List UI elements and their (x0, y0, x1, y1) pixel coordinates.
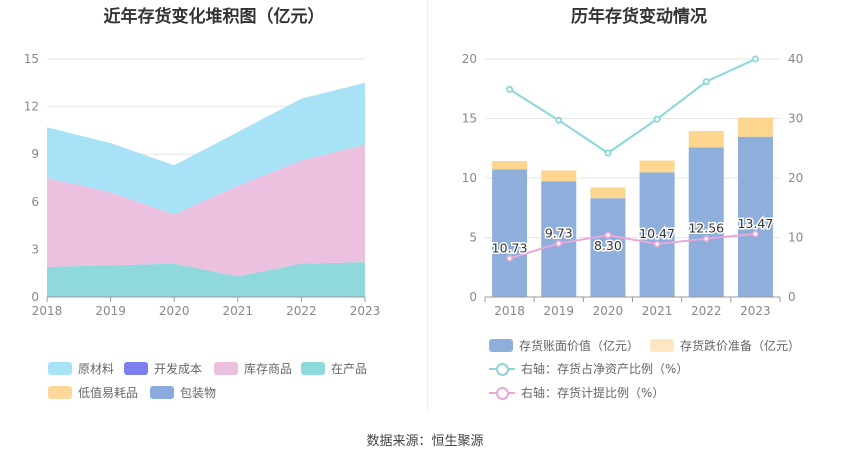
left-y-tick-label: 0 (31, 290, 39, 304)
left-x-tick-label: 2021 (223, 304, 254, 318)
legend-label: 低值易耗品 (78, 386, 139, 400)
right-x-tick-label: 2019 (543, 304, 574, 318)
bar-book-value (492, 169, 528, 297)
legend-item-库存商品[interactable]: 库存商品 (214, 360, 292, 377)
bar-value-label: 10.73 (492, 240, 528, 255)
right-x-tick-label: 2020 (593, 304, 624, 318)
legend-item-在产品[interactable]: 在产品 (301, 360, 367, 377)
bar-value-label: 12.56 (688, 221, 724, 236)
bar-impairment (541, 170, 577, 182)
legend-swatch (650, 339, 674, 352)
line-point (653, 240, 661, 248)
legend-line-swatch (489, 386, 515, 400)
legend-swatch (48, 386, 72, 399)
line-point (653, 115, 661, 123)
bar-impairment (590, 187, 626, 199)
line-point (751, 55, 759, 63)
bar-impairment (688, 130, 724, 148)
legend-label: 存货账面价值（亿元） (519, 339, 640, 353)
area-库存商品 (47, 144, 365, 277)
line-point (506, 254, 514, 262)
legend-label: 库存商品 (244, 362, 293, 376)
bar-book-value (688, 147, 724, 297)
data-source: 数据来源：恒生聚源 (366, 434, 484, 449)
legend-label: 在产品 (331, 362, 368, 376)
legend-swatch (489, 339, 513, 352)
bar-impairment (639, 160, 675, 173)
bar-value-label: 9.73 (545, 225, 573, 240)
legend-item-provision-ratio[interactable]: 右轴：存货计提比例（%） (489, 384, 664, 401)
left-y-tick-label: 12 (24, 100, 39, 114)
left-x-tick-label: 2018 (32, 304, 63, 318)
line-provision-ratio (509, 232, 756, 260)
legend-swatch (124, 362, 148, 375)
bar-value-label: 10.47 (639, 226, 675, 241)
line-point (702, 235, 710, 243)
right-y2-tick-label: 10 (788, 231, 803, 245)
right-x-tick-label: 2022 (691, 304, 722, 318)
right-y-tick-label: 10 (462, 171, 477, 185)
legend-item-book-value[interactable]: 存货账面价值（亿元） (489, 337, 639, 354)
line-point (555, 239, 563, 247)
left-y-tick-label: 9 (31, 147, 39, 161)
legend-item-ratio-net-assets[interactable]: 右轴：存货占净资产比例（%） (489, 360, 688, 377)
left-x-tick-label: 2020 (159, 304, 190, 318)
left-x-tick-label: 2022 (286, 304, 317, 318)
left-x-tick-label: 2019 (95, 304, 126, 318)
legend-item-开发成本[interactable]: 开发成本 (124, 360, 202, 377)
legend-item-impairment[interactable]: 存货跌价准备（亿元） (650, 337, 800, 354)
bar-book-value (639, 172, 675, 297)
legend-label: 包装物 (180, 386, 217, 400)
legend-item-原材料[interactable]: 原材料 (48, 360, 114, 377)
legend-swatch (214, 362, 238, 375)
right-y2-tick-label: 30 (788, 112, 803, 126)
left-x-tick-label: 2023 (350, 304, 381, 318)
line-point (604, 149, 612, 157)
legend-label: 右轴：存货计提比例（%） (521, 386, 665, 400)
area-原材料 (47, 82, 365, 215)
right-y-tick-label: 0 (469, 290, 477, 304)
legend-swatch (301, 362, 325, 375)
legend-label: 开发成本 (154, 362, 203, 376)
right-chart-title: 历年存货变动情况 (571, 7, 707, 27)
bar-book-value (737, 136, 773, 297)
right-y2-tick-label: 40 (788, 52, 803, 66)
legend-item-低值易耗品[interactable]: 低值易耗品 (48, 384, 138, 401)
legend-label: 右轴：存货占净资产比例（%） (521, 362, 689, 376)
left-chart-title: 近年存货变化堆积图（亿元） (103, 7, 325, 27)
divider (427, 0, 428, 410)
line-point (751, 230, 759, 238)
bar-value-label: 8.30 (594, 238, 622, 253)
area-在产品 (47, 262, 365, 297)
line-point (506, 85, 514, 93)
left-y-tick-label: 3 (31, 242, 39, 256)
legend-swatch (48, 362, 72, 375)
legend-label: 存货跌价准备（亿元） (680, 339, 801, 353)
line-point (604, 231, 612, 239)
bar-book-value (590, 198, 626, 297)
legend-swatch (150, 386, 174, 399)
right-y-tick-label: 20 (462, 52, 477, 66)
right-x-tick-label: 2023 (740, 304, 771, 318)
line-ratio-net-assets (509, 58, 756, 155)
line-point (555, 116, 563, 124)
bar-impairment (492, 160, 528, 170)
right-x-tick-label: 2021 (642, 304, 673, 318)
bar-value-label: 13.47 (738, 216, 774, 231)
right-y-tick-label: 5 (469, 231, 477, 245)
legend-line-swatch (489, 362, 515, 376)
left-y-tick-label: 15 (24, 52, 39, 66)
left-y-tick-label: 6 (31, 195, 39, 209)
right-y-tick-label: 15 (462, 112, 477, 126)
legend-item-包装物[interactable]: 包装物 (150, 384, 216, 401)
line-point (702, 78, 710, 86)
right-y2-tick-label: 20 (788, 171, 803, 185)
legend-label: 原材料 (78, 362, 115, 376)
bar-impairment (737, 117, 773, 137)
right-y2-tick-label: 0 (788, 290, 796, 304)
bar-book-value (541, 181, 577, 297)
right-x-tick-label: 2018 (494, 304, 525, 318)
